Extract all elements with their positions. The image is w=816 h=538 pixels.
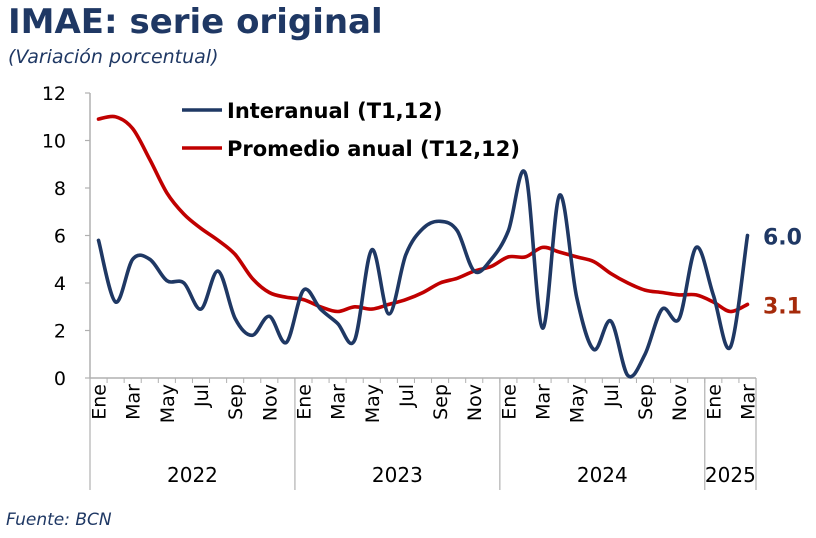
x-tick-label: Sep: [225, 384, 247, 420]
year-label: 2025: [705, 463, 756, 487]
chart-lines: [96, 114, 750, 379]
x-tick-label: Jul: [396, 384, 418, 408]
x-tick-label: Mar: [328, 384, 350, 420]
x-tick-label: Ene: [498, 384, 520, 420]
end-label-interanual: 6.0: [763, 226, 802, 251]
y-tick-label: 4: [54, 273, 66, 295]
x-tick-label: Sep: [430, 384, 452, 420]
x-tick-label: May: [157, 384, 179, 423]
chart-title: IMAE: serie original: [8, 2, 383, 42]
x-tick-label: Jul: [601, 384, 623, 408]
end-label-promedio: 3.1: [763, 294, 802, 319]
x-tick-label: Mar: [123, 384, 145, 420]
x-tick-label: Nov: [259, 384, 281, 421]
x-tick-label: May: [362, 384, 384, 423]
y-tick-label: 2: [54, 321, 66, 343]
legend-item-interanual-label: Interanual (T1,12): [227, 99, 443, 123]
x-tick-label: Ene: [703, 384, 725, 420]
x-tick-label: Jul: [191, 384, 213, 408]
y-tick-label: 0: [54, 368, 66, 390]
x-tick-label: Nov: [464, 384, 486, 421]
chart-end-labels: 6.0 3.1: [763, 226, 802, 320]
x-tick-label: Mar: [533, 384, 555, 420]
y-tick-label: 6: [54, 226, 66, 248]
y-tick-label: 10: [42, 131, 66, 153]
y-tick-label: 12: [42, 83, 66, 105]
year-label: 2024: [577, 463, 628, 487]
x-tick-label: Ene: [293, 384, 315, 420]
chart-axes: 0 2 4 6 8 10 12 Ene Mar May Jul Sep Nov Ene Mar May Jul S…: [42, 83, 759, 490]
chart-legend: Interanual (T1,12) Promedio anual (T12,12…: [182, 99, 520, 161]
chart-subtitle: (Variación porcentual): [8, 46, 219, 68]
x-tick-label: Sep: [635, 384, 657, 420]
y-tick-label: 8: [54, 178, 66, 200]
x-tick-label: May: [567, 384, 589, 423]
legend-item-promedio-label: Promedio anual (T12,12): [227, 137, 520, 161]
series-line-interanual: [96, 169, 750, 379]
x-tick-label: Nov: [669, 384, 691, 421]
series-line-promedio: [96, 114, 750, 314]
year-label: 2023: [372, 463, 423, 487]
source-note: Fuente: BCN: [6, 510, 112, 530]
x-tick-label: Ene: [89, 384, 111, 420]
year-label: 2022: [167, 463, 218, 487]
x-tick-label: Mar: [737, 384, 759, 420]
